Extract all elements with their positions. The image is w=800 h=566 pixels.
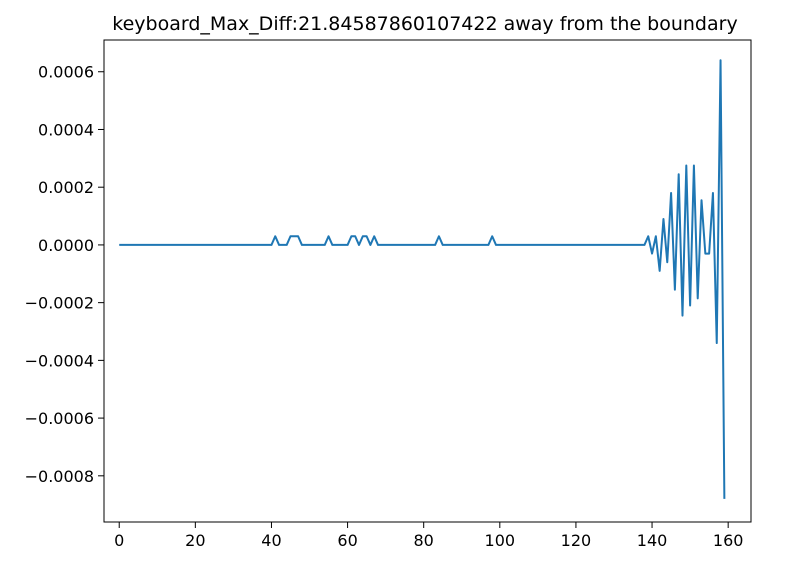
y-tick-label: −0.0004 [25, 351, 94, 370]
x-tick-label: 0 [114, 531, 124, 550]
y-tick-label: 0.0000 [38, 236, 94, 255]
x-tick-label: 120 [561, 531, 592, 550]
x-tick-label: 60 [337, 531, 357, 550]
x-tick-label: 80 [414, 531, 434, 550]
y-tick-label: 0.0004 [38, 120, 94, 139]
x-tick-label: 40 [261, 531, 281, 550]
x-axis: 0 20 40 60 80 100 120 140 160 [114, 522, 743, 550]
y-axis: −0.0008 −0.0006 −0.0004 −0.0002 0.0000 0.0002… [25, 63, 104, 486]
y-tick-label: −0.0002 [25, 294, 94, 313]
x-tick-label: 20 [185, 531, 205, 550]
plot-area-frame [103, 39, 752, 523]
y-tick-label: −0.0008 [25, 467, 94, 486]
x-tick-label: 160 [713, 531, 744, 550]
series-layer [119, 59, 726, 499]
y-tick-label: −0.0006 [25, 409, 94, 428]
series-line-0 [119, 59, 726, 499]
x-tick-label: 140 [637, 531, 668, 550]
x-tick-label: 100 [485, 531, 516, 550]
y-tick-label: 0.0002 [38, 178, 94, 197]
y-tick-label: 0.0006 [38, 63, 94, 82]
chart-title: keyboard_Max_Diff:21.84587860107422 away… [112, 13, 737, 35]
